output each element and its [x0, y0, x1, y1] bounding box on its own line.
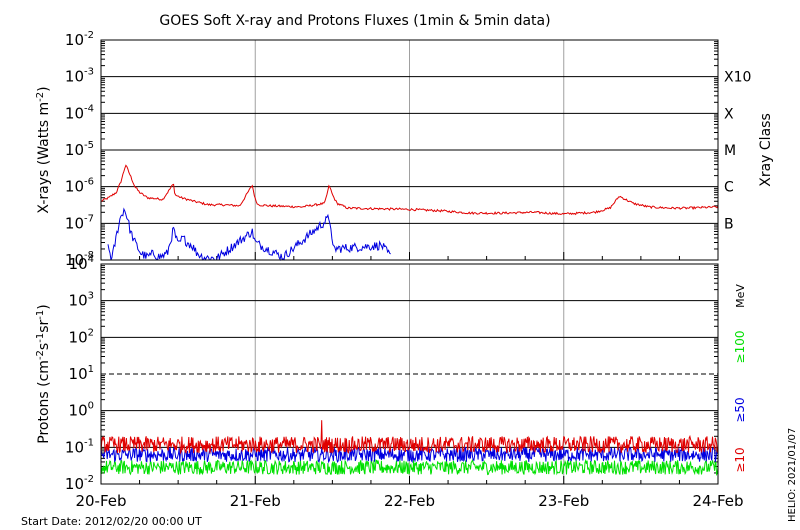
xray-series-group	[100, 164, 719, 262]
xray-gridlines	[101, 40, 718, 260]
xray-class-label: B	[724, 216, 734, 232]
xray-class-label: X	[724, 106, 734, 122]
xray-y-tick-label: 10-8	[65, 250, 94, 269]
proton-series-group	[100, 420, 719, 476]
proton-legend: ≥10 ≥50 ≥100 MeV	[733, 284, 747, 473]
protons-y-tick-label: 102	[69, 327, 94, 346]
start-date: Start Date: 2012/02/20 00:00 UT	[21, 515, 202, 528]
protons-y-tick-label: 104	[69, 254, 94, 273]
protons-y-tick-label: 103	[69, 291, 94, 310]
protons-y-tick-label: 10-2	[65, 474, 94, 493]
credit-label: HELIO: 2021/01/07	[787, 428, 798, 522]
proton-series-1	[100, 445, 719, 464]
xray-y-tick-label: 10-4	[65, 103, 94, 122]
xray-series-long	[100, 164, 719, 216]
xray-y-tick-label: 10-3	[65, 67, 94, 86]
x-tick-label: 21-Feb	[230, 492, 281, 510]
protons-frame	[100, 263, 719, 485]
xray-y-tick-label: 10-5	[65, 140, 94, 159]
xray-y-tick-label: 10-6	[65, 177, 94, 196]
x-tick-label: 23-Feb	[538, 492, 589, 510]
xray-class-label: C	[724, 180, 734, 196]
proton-energy-unit: MeV	[734, 284, 747, 308]
xray-class-label: X10	[724, 70, 751, 86]
xray-class-labels: B C M X X10	[724, 70, 751, 233]
x-tick-label: 22-Feb	[384, 492, 435, 510]
proton-legend-label: ≥100	[733, 331, 747, 364]
proton-y-tick-labels: 10-2 10-1 100 101 102 103 104	[65, 254, 94, 493]
x-tick-label: 24-Feb	[692, 492, 743, 510]
proton-series-2	[100, 458, 719, 476]
protons-y-axis-label: Protons (cm-2s-1sr-1)	[35, 304, 53, 443]
protons-panel: 10-2 10-1 100 101 102 103 104 Protons (cm-2s-1…	[35, 254, 748, 493]
xray-y-tick-labels: 10-8 10-7 10-6 10-5 10-4 10-3 10-2	[65, 30, 94, 269]
proton-legend-label: ≥10	[733, 447, 747, 472]
xray-class-axis-title: Xray Class	[758, 113, 774, 187]
protons-y-tick-label: 10-1	[65, 437, 94, 456]
xray-series-short	[107, 207, 391, 262]
x-tick-label: 20-Feb	[75, 492, 126, 510]
chart-title: GOES Soft X-ray and Protons Fluxes (1min…	[159, 13, 550, 29]
xray-class-label: M	[724, 143, 736, 159]
xray-frame	[100, 39, 719, 261]
xray-y-tick-label: 10-7	[65, 213, 94, 232]
xray-y-tick-label: 10-2	[65, 30, 94, 49]
x-axis-tick-labels: 20-Feb 21-Feb 22-Feb 23-Feb 24-Feb	[75, 492, 743, 510]
xray-panel: 10-8 10-7 10-6 10-5 10-4 10-3 10-2 B C M X X10 X-r…	[35, 30, 775, 269]
xray-y-axis-label: X-rays (Watts m-2)	[35, 86, 53, 213]
proton-series-0	[100, 420, 719, 455]
protons-y-tick-label: 101	[69, 364, 94, 383]
proton-legend-label: ≥50	[733, 397, 747, 422]
protons-y-tick-label: 100	[69, 401, 94, 420]
